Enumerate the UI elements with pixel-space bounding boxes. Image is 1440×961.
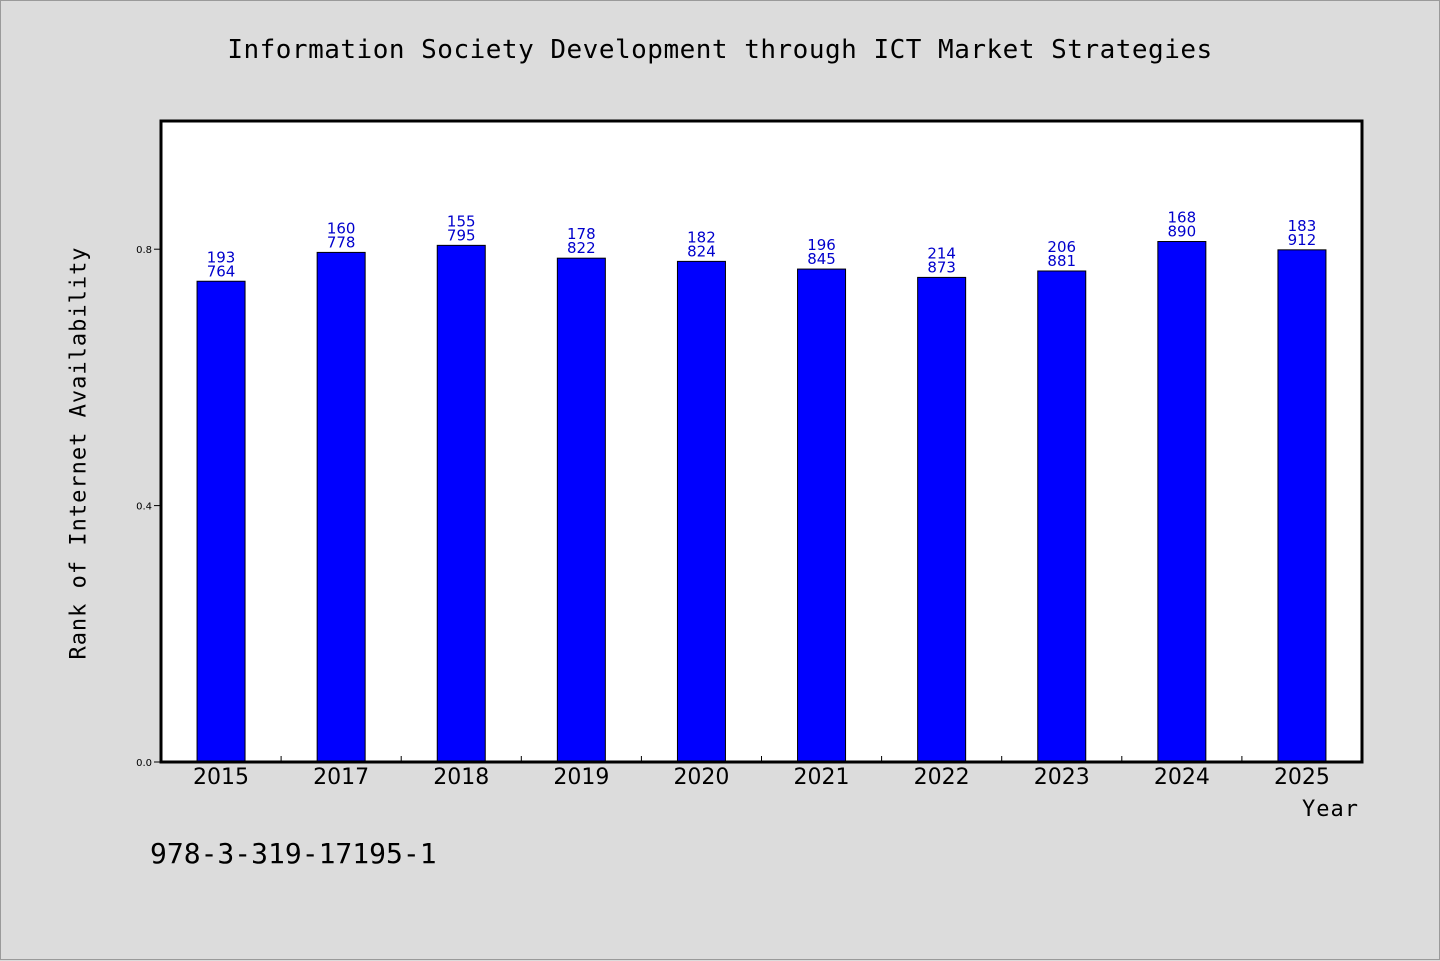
- x-tick-label: 2020: [673, 765, 729, 790]
- data-label-bottom: 881: [1047, 252, 1076, 270]
- data-label-top: 155: [447, 212, 476, 230]
- bar-2018: [436, 244, 486, 763]
- data-label-top: 160: [327, 219, 356, 237]
- bar-2024: [1157, 241, 1207, 763]
- bar-2025: [1277, 249, 1327, 763]
- chart-title: Information Society Development through …: [227, 35, 1213, 65]
- bar-2015: [196, 280, 246, 763]
- x-axis-label: Year: [1302, 797, 1359, 822]
- data-label-top: 206: [1047, 238, 1076, 256]
- data-label-bottom: 873: [927, 258, 956, 276]
- bar-2020: [676, 260, 726, 763]
- data-label-bottom: 912: [1288, 231, 1317, 249]
- data-label-top: 196: [807, 236, 836, 254]
- x-tick-label: 2018: [433, 765, 489, 790]
- bar-2023: [1037, 270, 1087, 763]
- data-label-bottom: 845: [807, 250, 836, 268]
- bar-2022: [917, 276, 967, 763]
- data-label-top: 193: [207, 248, 236, 266]
- data-label-top: 182: [687, 228, 716, 246]
- x-tick-label: 2017: [313, 765, 369, 790]
- y-tick-label: 0.0: [136, 758, 152, 769]
- data-label-bottom: 890: [1168, 223, 1197, 241]
- data-label-bottom: 824: [687, 242, 716, 260]
- y-tick-label: 0.4: [136, 502, 152, 513]
- x-tick-label: 2024: [1154, 765, 1210, 790]
- x-tick-label: 2019: [553, 765, 609, 790]
- x-tick-label: 2021: [794, 765, 850, 790]
- y-tick-label: 0.8: [136, 245, 152, 256]
- data-label-bottom: 822: [567, 239, 596, 257]
- bar-2019: [556, 257, 606, 763]
- data-label-top: 178: [567, 225, 596, 243]
- x-tick-label: 2025: [1274, 765, 1330, 790]
- bar-2021: [797, 268, 847, 763]
- data-label-top: 214: [927, 244, 956, 262]
- data-label-bottom: 778: [327, 233, 356, 251]
- data-label-top: 183: [1288, 217, 1317, 235]
- bar-2017: [316, 251, 366, 763]
- data-label-bottom: 795: [447, 226, 476, 244]
- x-tick-label: 2022: [914, 765, 970, 790]
- x-tick-label: 2023: [1034, 765, 1090, 790]
- plot-frame: [159, 119, 1364, 764]
- data-label-top: 168: [1168, 209, 1197, 227]
- data-label-bottom: 764: [207, 262, 236, 280]
- isbn-annotation: 978-3-319-17195-1: [150, 837, 437, 870]
- x-tick-label: 2015: [193, 765, 249, 790]
